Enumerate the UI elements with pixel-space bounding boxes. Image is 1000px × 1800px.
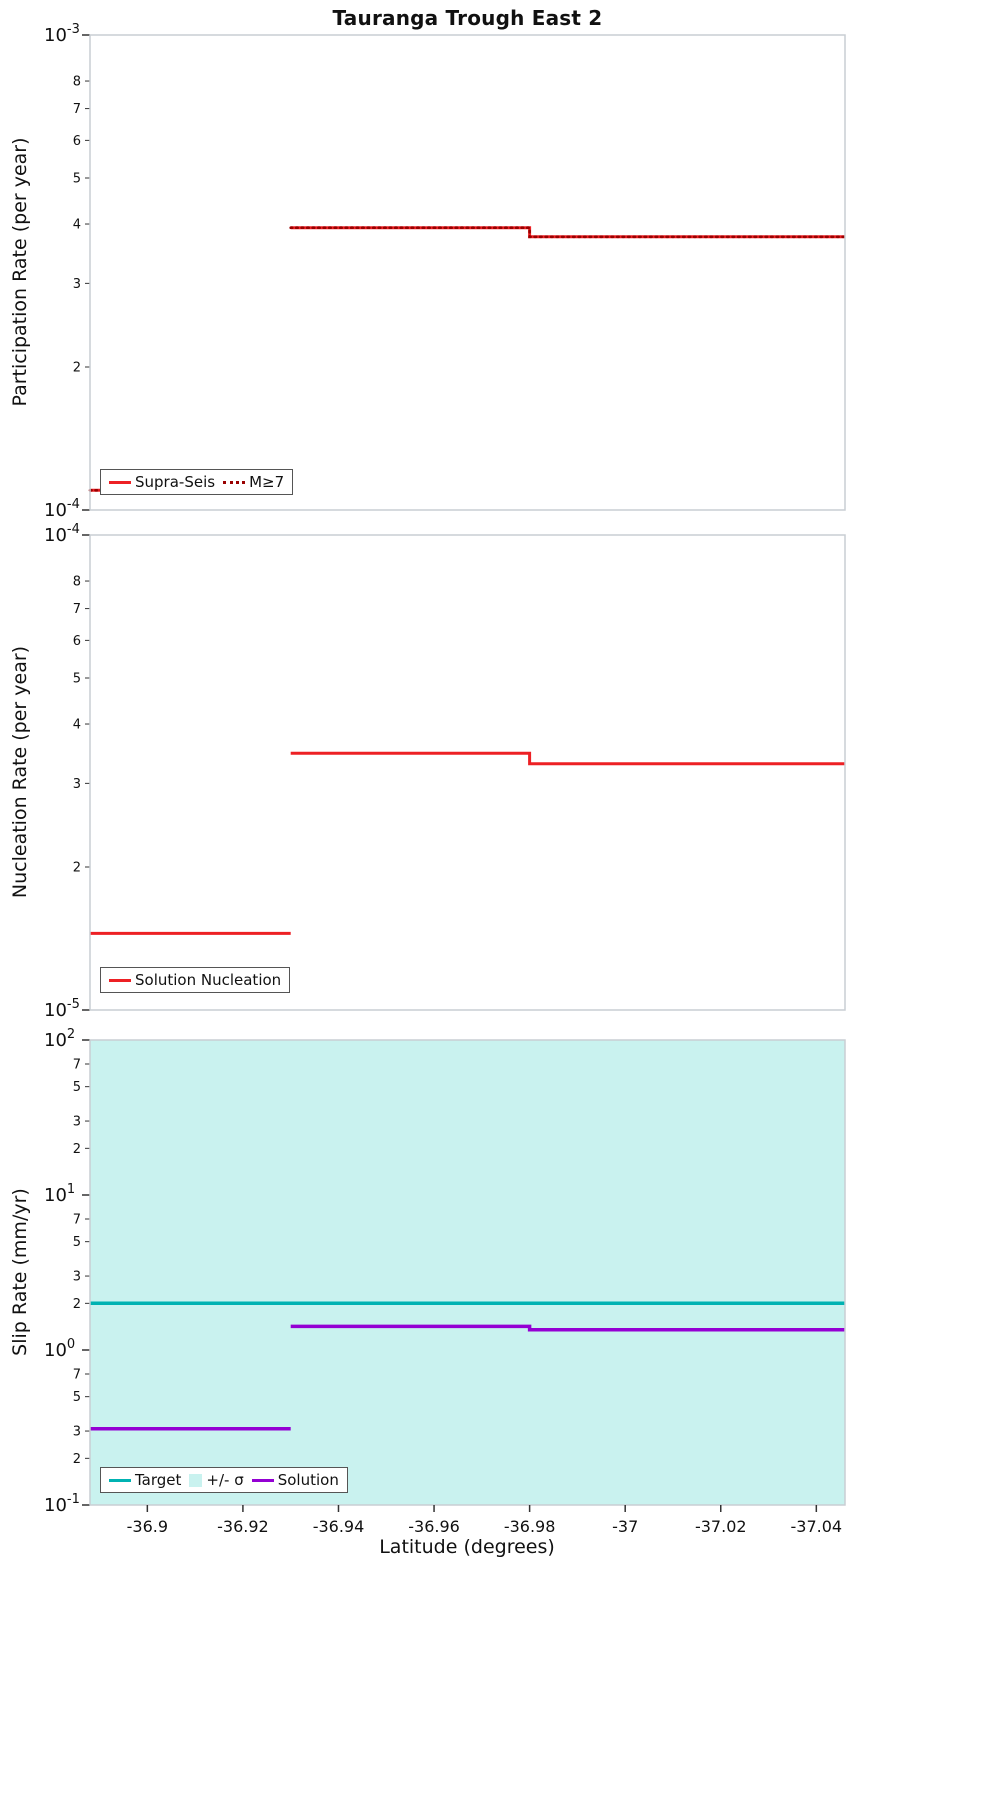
ylabel-participation: Participation Rate (per year)	[9, 137, 31, 407]
x-tick-label: -37.02	[695, 1517, 747, 1536]
legend-item-solution: Solution	[251, 1471, 339, 1489]
y-minor-tick-label: 5	[73, 171, 81, 186]
y-major-tick-label: 10-5	[44, 997, 80, 1021]
y-minor-tick-label: 7	[73, 602, 81, 617]
y-minor-tick-label: 2	[73, 861, 81, 876]
x-tick-label: -37.04	[791, 1517, 843, 1536]
y-minor-tick-label: 7	[73, 102, 81, 117]
y-major-tick-label: 10-4	[44, 497, 80, 521]
x-tick-label: -36.9	[127, 1517, 168, 1536]
legend-item-supra-seis: Supra-Seis	[109, 473, 215, 491]
ylabel-nucleation: Nucleation Rate (per year)	[9, 645, 31, 899]
panel-slip-rate: 7 5 3 2 7 5 3 2 7 5 3 2 102 101 100 10-1 -36.9 -36.92 -36.…	[44, 1027, 846, 1536]
plot-frame	[89, 534, 846, 1011]
y-minor-tick-label: 6	[73, 134, 81, 149]
y-minor-tick-label: 8	[73, 75, 81, 90]
y-minor-tick-label: 5	[73, 671, 81, 686]
legend-nucleation: Solution Nucleation	[100, 967, 291, 993]
y-minor-tick-label: 3	[73, 777, 81, 792]
supra-seis-line-swatch	[109, 480, 131, 484]
solution-line-swatch	[251, 1478, 274, 1482]
y-minor-tick-label: 6	[73, 634, 81, 649]
xlabel-latitude: Latitude (degrees)	[379, 1536, 555, 1558]
series-solution	[290, 1324, 845, 1332]
y-minor-tick-label: 2	[73, 1142, 81, 1157]
legend-item-m7: M≥7	[223, 473, 284, 491]
y-minor-tick-label: 4	[73, 218, 81, 233]
plot-background	[90, 35, 845, 510]
panel-participation: 8 7 6 5 4 3 2 10-3 10-4	[44, 22, 847, 521]
legend-item-solution-nucleation: Solution Nucleation	[109, 971, 281, 989]
y-minor-tick-label: 3	[73, 277, 81, 292]
x-tick-label: -36.92	[217, 1517, 269, 1536]
legend-label-solution-nucleation: Solution Nucleation	[135, 971, 282, 989]
sigma-band-fill	[90, 1040, 845, 1505]
y-minor-tick-label: 8	[73, 575, 81, 590]
y-minor-tick-label: 7	[73, 1368, 81, 1383]
plot-frame	[89, 1039, 846, 1506]
y-minor-tick-label: 5	[73, 1390, 81, 1405]
y-minor-tick-label: 2	[73, 1297, 81, 1312]
legend-label-target: Target	[135, 1471, 182, 1489]
solution-nucleation-line-swatch	[109, 978, 131, 982]
y-major-tick-label: 102	[44, 1027, 75, 1051]
panel-nucleation: 8 7 6 5 4 3 2 10-4 10-5	[44, 522, 846, 1021]
y-minor-tick-label: 2	[73, 1452, 81, 1467]
legend-label-sigma: +/- σ	[206, 1471, 244, 1489]
y-minor-tick-label: 4	[73, 718, 81, 733]
y-minor-tick-label: 3	[73, 1425, 81, 1440]
m7-dotted-line-swatch	[223, 480, 246, 484]
y-major-tick-label: 100	[44, 1337, 75, 1361]
chart-title: Tauranga Trough East 2	[332, 6, 603, 30]
y-minor-tick-label: 7	[73, 1213, 81, 1228]
y-major-tick-label: 10-1	[44, 1492, 80, 1516]
plot-background	[90, 535, 845, 1010]
y-major-tick-label: 10-4	[44, 522, 80, 546]
legend-item-target: Target	[109, 1471, 181, 1489]
y-major-tick-label: 101	[44, 1182, 75, 1206]
legend-participation: Supra-Seis M≥7	[100, 469, 294, 495]
series-solution-nucleation	[290, 751, 845, 766]
ylabel-slip-rate: Slip Rate (mm/yr)	[9, 1188, 31, 1356]
x-tick-label: -36.98	[504, 1517, 556, 1536]
legend-label-solution: Solution	[277, 1471, 339, 1489]
sigma-band-swatch	[189, 1473, 203, 1487]
y-major-tick-label: 10-3	[44, 22, 80, 46]
y-minor-tick-label: 5	[73, 1235, 81, 1250]
y-minor-tick-label: 2	[73, 361, 81, 376]
target-line-swatch	[109, 1478, 131, 1482]
x-tick-label: -36.96	[408, 1517, 460, 1536]
y-minor-tick-label: 3	[73, 1270, 81, 1285]
series-m-7	[289, 226, 847, 239]
y-minor-tick-label: 5	[73, 1080, 81, 1095]
x-tick-label: -37	[612, 1517, 638, 1536]
plot-frame	[89, 34, 846, 511]
legend-item-sigma: +/- σ	[189, 1471, 244, 1489]
legend-slip-rate: Target +/- σ Solution	[100, 1467, 348, 1493]
y-minor-tick-label: 7	[73, 1058, 81, 1073]
x-tick-label: -36.94	[313, 1517, 365, 1536]
legend-label-supra-seis: Supra-Seis	[135, 473, 216, 491]
legend-label-m7: M≥7	[249, 473, 285, 491]
y-minor-tick-label: 3	[73, 1115, 81, 1130]
